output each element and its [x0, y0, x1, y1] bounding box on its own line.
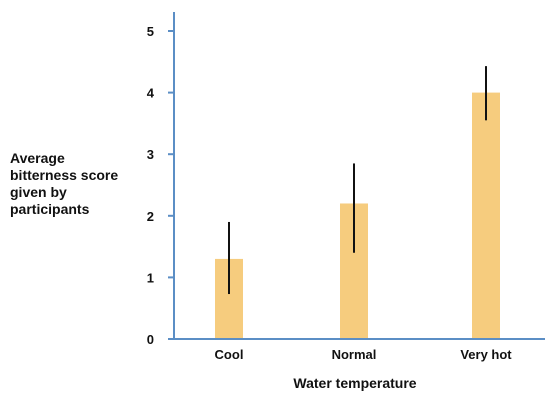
y-axis-label-line: participants — [10, 201, 90, 217]
y-axis-label-line: Average — [10, 150, 65, 166]
y-tick-label: 2 — [147, 209, 154, 224]
y-tick-label: 4 — [147, 86, 155, 101]
x-tick-label: Cool — [215, 347, 244, 362]
x-tick-label: Normal — [332, 347, 377, 362]
y-axis-label: Average bitterness score given by partic… — [10, 150, 160, 218]
x-tick-label: Very hot — [460, 347, 512, 362]
x-axis-label: Water temperature — [293, 375, 417, 391]
bars-group — [215, 92, 500, 339]
error-bars-group — [228, 66, 487, 295]
y-tick-label: 5 — [147, 24, 154, 39]
x-ticks-group: Cool Normal Very hot — [215, 347, 513, 362]
bar — [472, 92, 500, 339]
y-axis-label-line: bitterness score — [10, 167, 119, 183]
y-tick-label: 3 — [147, 147, 154, 162]
y-tick-label: 0 — [147, 332, 154, 347]
y-axis-label-line: given by — [10, 184, 67, 200]
y-ticks-group: 0 1 2 3 4 5 — [147, 24, 174, 347]
y-tick-label: 1 — [147, 270, 154, 285]
